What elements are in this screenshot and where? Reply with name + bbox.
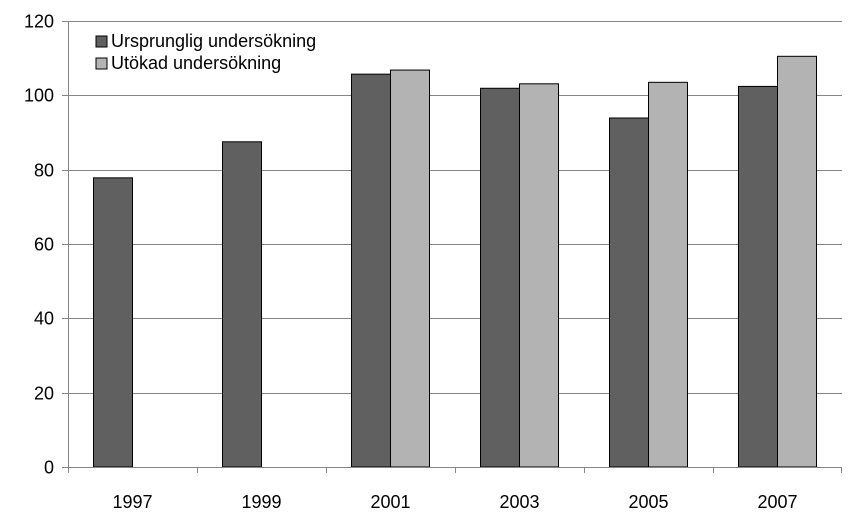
x-tick-labels: 1997 1999 2001 2003 2005 2007 [112, 492, 797, 512]
bar-utokad-2007 [777, 55, 817, 468]
bar-ursprunglig-2007 [738, 85, 778, 468]
x-tick-label: 1999 [241, 492, 281, 512]
y-tick-label: 40 [34, 309, 54, 329]
y-tick-label: 100 [24, 86, 54, 106]
legend-swatch-ursprunglig [95, 35, 108, 48]
y-tick-label: 120 [24, 12, 54, 32]
y-tick-label: 0 [44, 458, 54, 478]
x-tick-label: 2003 [499, 492, 539, 512]
bars [93, 55, 817, 468]
legend-label-ursprunglig: Ursprunglig undersökning [111, 31, 316, 51]
bar-ursprunglig-1999 [222, 141, 262, 468]
axes [62, 21, 842, 473]
legend: Ursprunglig undersökning Utökad undersök… [95, 31, 316, 73]
legend-swatch-utokad [95, 57, 108, 70]
legend-label-utokad: Utökad undersökning [111, 53, 281, 73]
bar-utokad-2001 [390, 69, 430, 468]
bar-ursprunglig-2003 [480, 87, 520, 468]
bar-ursprunglig-2001 [351, 73, 391, 468]
y-tick-labels: 0 20 40 60 80 100 120 [24, 12, 54, 478]
bar-ursprunglig-1997 [93, 177, 133, 468]
bar-utokad-2005 [648, 81, 688, 468]
y-tick-label: 80 [34, 161, 54, 181]
x-tick-label: 2001 [370, 492, 410, 512]
y-tick-label: 20 [34, 384, 54, 404]
x-tick-label: 1997 [112, 492, 152, 512]
bar-ursprunglig-2005 [609, 117, 649, 468]
x-tick-label: 2005 [628, 492, 668, 512]
bar-utokad-2003 [519, 83, 559, 468]
y-tick-label: 60 [34, 235, 54, 255]
x-tick-label: 2007 [757, 492, 797, 512]
gridlines [68, 21, 842, 394]
